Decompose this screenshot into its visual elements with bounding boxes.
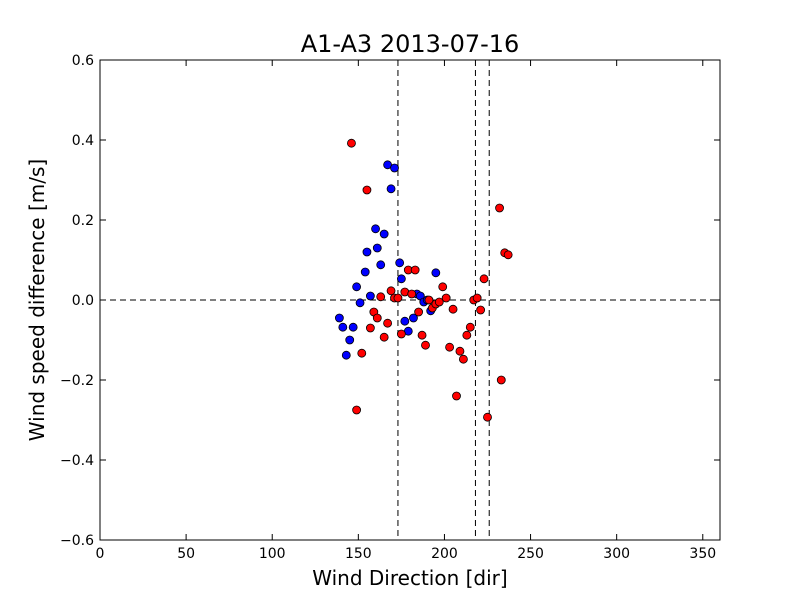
data-point <box>441 293 451 303</box>
y-tick-label: 0.6 <box>72 53 94 69</box>
data-point <box>495 203 504 213</box>
data-point <box>365 291 375 301</box>
data-point <box>434 297 444 307</box>
data-point <box>386 184 396 194</box>
data-point <box>365 323 375 333</box>
data-point <box>338 322 348 332</box>
chart-title: A1-A3 2013-07-16 <box>301 30 520 58</box>
data-point <box>414 307 424 317</box>
x-tick-label: 0 <box>96 546 105 562</box>
data-point <box>448 304 458 314</box>
data-point <box>496 375 506 385</box>
data-point <box>476 305 486 315</box>
data-point <box>376 292 386 302</box>
data-point <box>352 405 362 415</box>
data-point <box>410 265 420 275</box>
data-point <box>393 293 403 303</box>
y-tick-label: −0.6 <box>60 533 94 549</box>
data-point <box>386 286 396 296</box>
data-point <box>341 350 351 360</box>
x-axis-label: Wind Direction [dir] <box>312 566 507 590</box>
x-tick-label: 200 <box>431 546 458 562</box>
x-tick-label: 350 <box>689 546 716 562</box>
data-point <box>379 229 389 239</box>
data-point <box>479 274 489 284</box>
y-tick-label: 0.2 <box>72 213 94 229</box>
y-tick-label: 0.0 <box>72 293 94 309</box>
data-point <box>421 340 430 350</box>
data-point <box>371 224 380 234</box>
data-point <box>395 258 405 268</box>
data-point <box>396 329 406 339</box>
data-point <box>400 316 410 326</box>
data-point <box>458 354 468 364</box>
data-point <box>452 391 461 401</box>
y-axis-label: Wind speed difference [m/s] <box>25 159 49 441</box>
data-point <box>360 267 370 277</box>
data-point <box>483 412 492 422</box>
x-tick-label: 100 <box>259 546 286 562</box>
data-point <box>376 260 386 270</box>
data-point <box>362 185 372 195</box>
y-tick-label: 0.4 <box>72 133 94 149</box>
data-point <box>455 346 465 356</box>
y-tick-label: −0.4 <box>60 453 94 469</box>
data-point <box>438 282 448 292</box>
data-point <box>417 330 427 340</box>
data-point <box>357 348 367 358</box>
data-point <box>409 313 418 323</box>
data-point <box>372 243 382 253</box>
data-point <box>390 163 399 173</box>
data-point <box>472 293 482 303</box>
x-tick-label: 300 <box>603 546 630 562</box>
y-tick-label: −0.2 <box>60 373 94 389</box>
data-point <box>424 295 434 305</box>
data-point <box>345 335 355 345</box>
data-point <box>355 298 365 308</box>
data-point <box>347 138 356 148</box>
data-point <box>407 289 417 299</box>
data-point <box>352 282 362 292</box>
data-point <box>396 274 406 284</box>
axis-ticks: 0 50 100 150 200 250 300 350 0.6 0.4 0.2 0.0 −0.2 −0.… <box>60 53 720 562</box>
data-point <box>379 332 389 342</box>
data-point <box>362 247 372 257</box>
data-point <box>465 322 475 332</box>
x-tick-label: 250 <box>517 546 544 562</box>
data-point <box>334 313 344 323</box>
data-point <box>462 330 472 340</box>
data-point <box>383 318 393 328</box>
data-point <box>372 313 382 323</box>
data-point <box>431 268 441 278</box>
plot-area <box>100 60 720 540</box>
data-point <box>445 342 455 352</box>
data-point <box>503 250 513 260</box>
x-tick-label: 50 <box>177 546 195 562</box>
data-point <box>348 322 358 332</box>
x-tick-label: 150 <box>345 546 372 562</box>
